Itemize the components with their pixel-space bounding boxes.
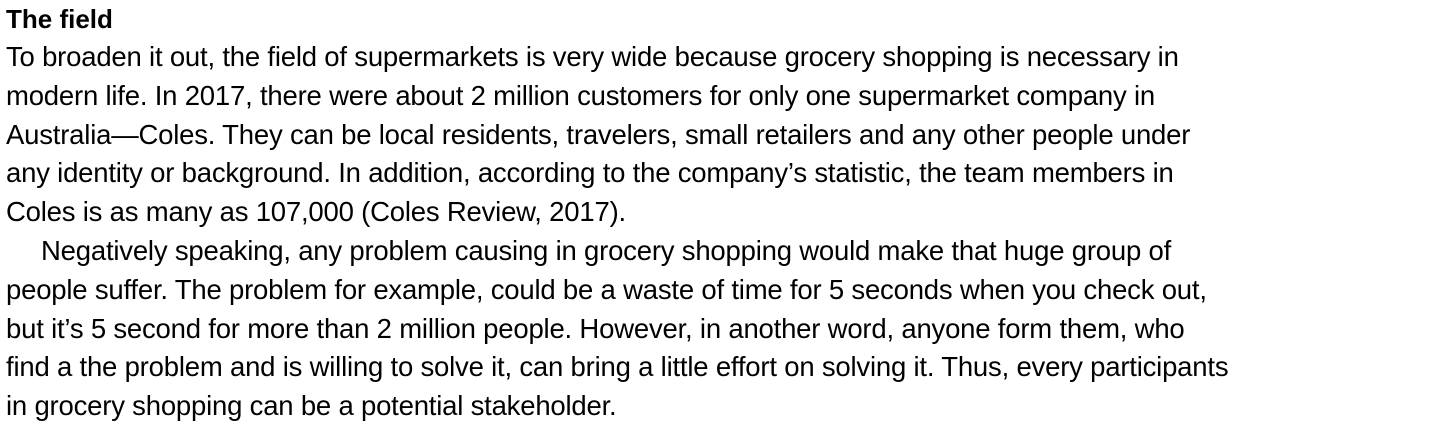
paragraph-line: people suffer. The problem for example, … (6, 273, 1207, 305)
document-page: The field To broaden it out, the field o… (6, 0, 1444, 426)
paragraph-line: any identity or background. In addition,… (6, 157, 1174, 189)
paragraph-2: Negatively speaking, any problem causing… (6, 232, 1444, 426)
section-heading: The field (6, 4, 113, 34)
paragraph-line: modern life. In 2017, there were about 2… (6, 79, 1156, 111)
paragraph-1: To broaden it out, the field of supermar… (6, 38, 1444, 232)
paragraph-line: but it’s 5 second for more than 2 millio… (6, 312, 1185, 344)
paragraph-line: Negatively speaking, any problem causing… (41, 234, 1172, 266)
paragraph-line: Australia—Coles. They can be local resid… (6, 118, 1191, 150)
paragraph-line: in grocery shopping can be a potential s… (6, 390, 617, 422)
paragraph-line: To broaden it out, the field of supermar… (6, 41, 1179, 72)
paragraph-line: find a the problem and is willing to sol… (6, 351, 1229, 383)
paragraph-line: Coles is as many as 107,000 (Coles Revie… (6, 196, 626, 228)
